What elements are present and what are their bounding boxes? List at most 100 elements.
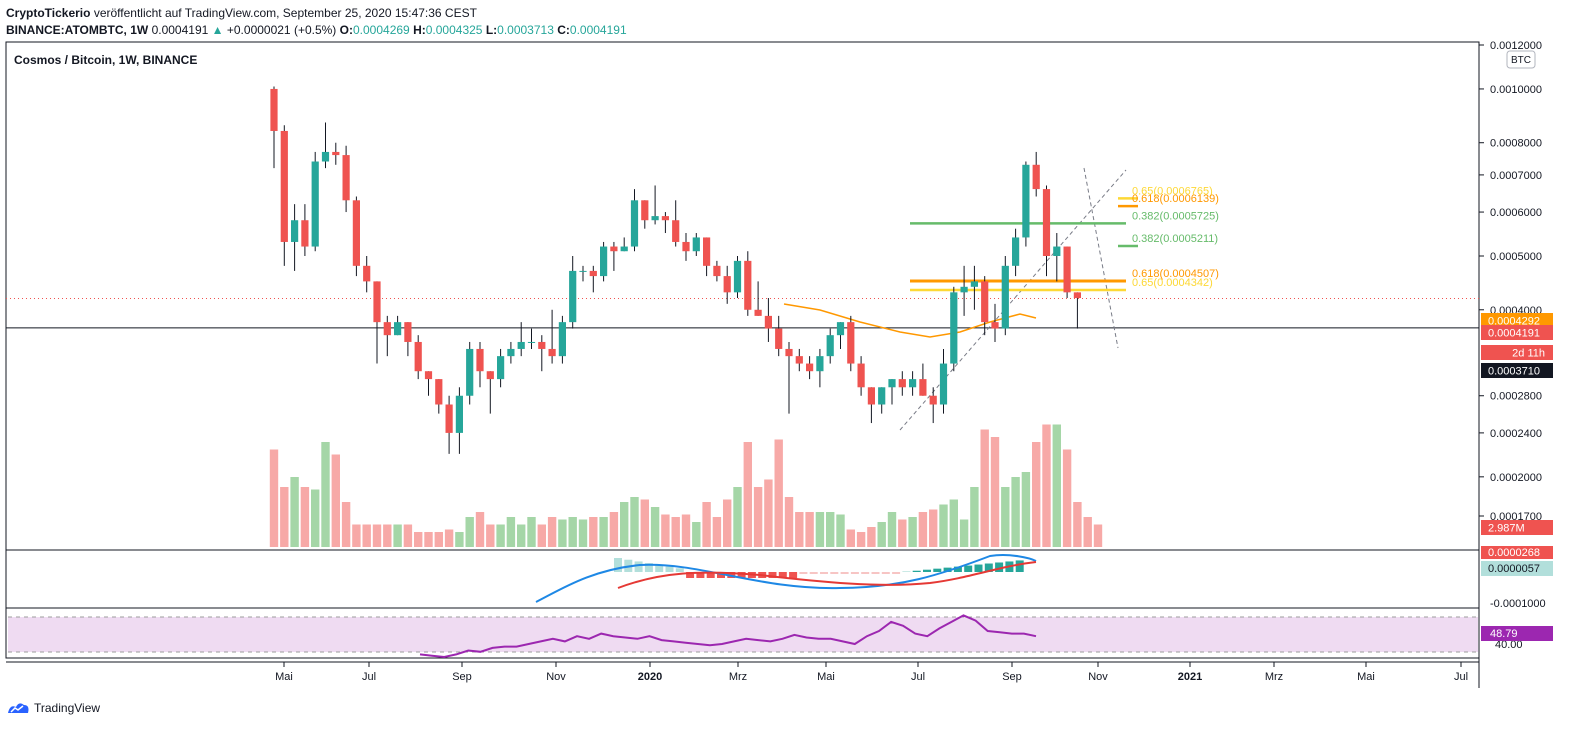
volume-bar [774, 439, 783, 547]
volume-bar [424, 532, 433, 547]
trend-line [899, 169, 1127, 431]
volume-bar [949, 499, 958, 547]
volume-bar [362, 524, 371, 547]
candle-body [847, 322, 855, 364]
volume-bar [568, 517, 577, 547]
candle-body [466, 348, 474, 396]
volume-bar [929, 509, 938, 547]
candle-body [373, 281, 381, 323]
volume-bar [784, 497, 794, 547]
x-tick-label: Sep [1002, 671, 1022, 683]
macd-histogram-bar [820, 572, 828, 574]
price-badge [1481, 363, 1553, 378]
macd-histogram-bar [696, 572, 705, 578]
volume-bar [403, 524, 413, 547]
candle-body [641, 200, 649, 221]
candle-body [816, 356, 824, 372]
candle-body [363, 265, 371, 282]
volume-bar [959, 519, 969, 547]
x-tick-label: Mai [817, 671, 835, 683]
x-tick-label: Mrz [729, 671, 747, 683]
x-tick-label: Nov [1088, 671, 1108, 683]
time-axis: Mai Jul Sep Nov 2020 Mrz Mai Jul Sep Nov 2021 Mrz Ma… [275, 662, 1468, 683]
currency-box[interactable] [1506, 50, 1536, 69]
volume-bar [331, 454, 340, 547]
volume-bar [856, 532, 866, 547]
publish-header: CryptoTickerio veröffentlicht auf Tradin… [6, 6, 477, 20]
volume-bar [743, 442, 752, 547]
candle-body [383, 322, 391, 336]
tradingview-footer[interactable]: TradingView [6, 698, 100, 718]
macd-histogram-bar [809, 572, 818, 574]
candle-body [414, 341, 422, 372]
volume-bar [1093, 524, 1103, 547]
published-text: veröffentlicht auf TradingView.com, Sept… [93, 6, 477, 20]
price-badge [1481, 325, 1553, 340]
candle-body [1073, 292, 1081, 299]
macd-histogram-bar [665, 566, 674, 572]
y-tick-label: 0.0007000 [1490, 170, 1542, 182]
volume-bar [898, 519, 907, 547]
candle-body [569, 270, 577, 323]
volume-bar [805, 512, 814, 547]
symbol-label: BINANCE:ATOMBTC, 1W [6, 23, 149, 37]
volume-bar [795, 512, 804, 547]
trend-line [1083, 167, 1119, 349]
price-badge [1481, 520, 1553, 535]
candle-body [1032, 164, 1040, 190]
macd-histogram-bar [995, 562, 1004, 572]
fib-levels: 0.65(0.0006765)0.618(0.0006139) 0.382(0.0… [6, 167, 1479, 431]
volume-bar [753, 487, 763, 547]
macd-histogram-bar [840, 572, 849, 574]
tradingview-logo-icon [8, 703, 29, 713]
volume-bar [383, 524, 392, 547]
macd-histogram-bar [912, 570, 921, 572]
candles [270, 86, 1081, 454]
candle-body [775, 328, 783, 349]
fib-level-label: 0.382(0.0005725) [1132, 210, 1219, 222]
candle-body [692, 237, 700, 252]
volume-bar [980, 429, 989, 547]
volume-bar [939, 504, 948, 547]
volume-bar [434, 532, 443, 547]
candle-body [579, 270, 587, 272]
candle-body [321, 151, 330, 162]
price-badge [1481, 345, 1553, 360]
candle-body [744, 260, 752, 310]
volume-bar [558, 519, 567, 547]
candle-body [836, 322, 845, 336]
x-tick-label: 2021 [1178, 671, 1202, 683]
y-tick-label: 0.0002400 [1490, 428, 1542, 440]
candle-body [878, 387, 886, 405]
candle-body [826, 335, 834, 357]
rsi-line [419, 614, 1037, 659]
candle-body [352, 200, 360, 266]
x-tick-label: Mrz [1265, 671, 1283, 683]
volume-bar [280, 487, 289, 547]
price-badge-label: 2.987M [1488, 523, 1525, 535]
volume-bar [372, 524, 382, 547]
close-label: C: [557, 23, 570, 37]
volume-bar [352, 524, 361, 547]
x-tick-label: 2020 [638, 671, 662, 683]
publisher-name[interactable]: CryptoTickerio [6, 6, 91, 20]
rsi-tick-label: 40.00 [1495, 639, 1523, 651]
candle-body [857, 363, 865, 388]
candle-body [558, 322, 566, 357]
macd-histogram-bar [923, 569, 931, 572]
candle-body [733, 260, 742, 293]
candle-body [455, 395, 463, 433]
volume-bar [630, 497, 639, 547]
candle-body [332, 151, 340, 156]
macd-histogram-bar [953, 566, 962, 572]
y-tick-label: 0.0002800 [1490, 391, 1542, 403]
macd-histogram-bar [768, 572, 777, 578]
candle-body [610, 246, 618, 252]
macd-histogram-bar [675, 568, 684, 572]
main-pane-frame [5, 41, 1480, 551]
volume-bar [681, 514, 691, 547]
y-tick-label: 0.0005000 [1490, 251, 1542, 263]
volume-bar [867, 527, 876, 547]
candle-body [970, 281, 978, 287]
